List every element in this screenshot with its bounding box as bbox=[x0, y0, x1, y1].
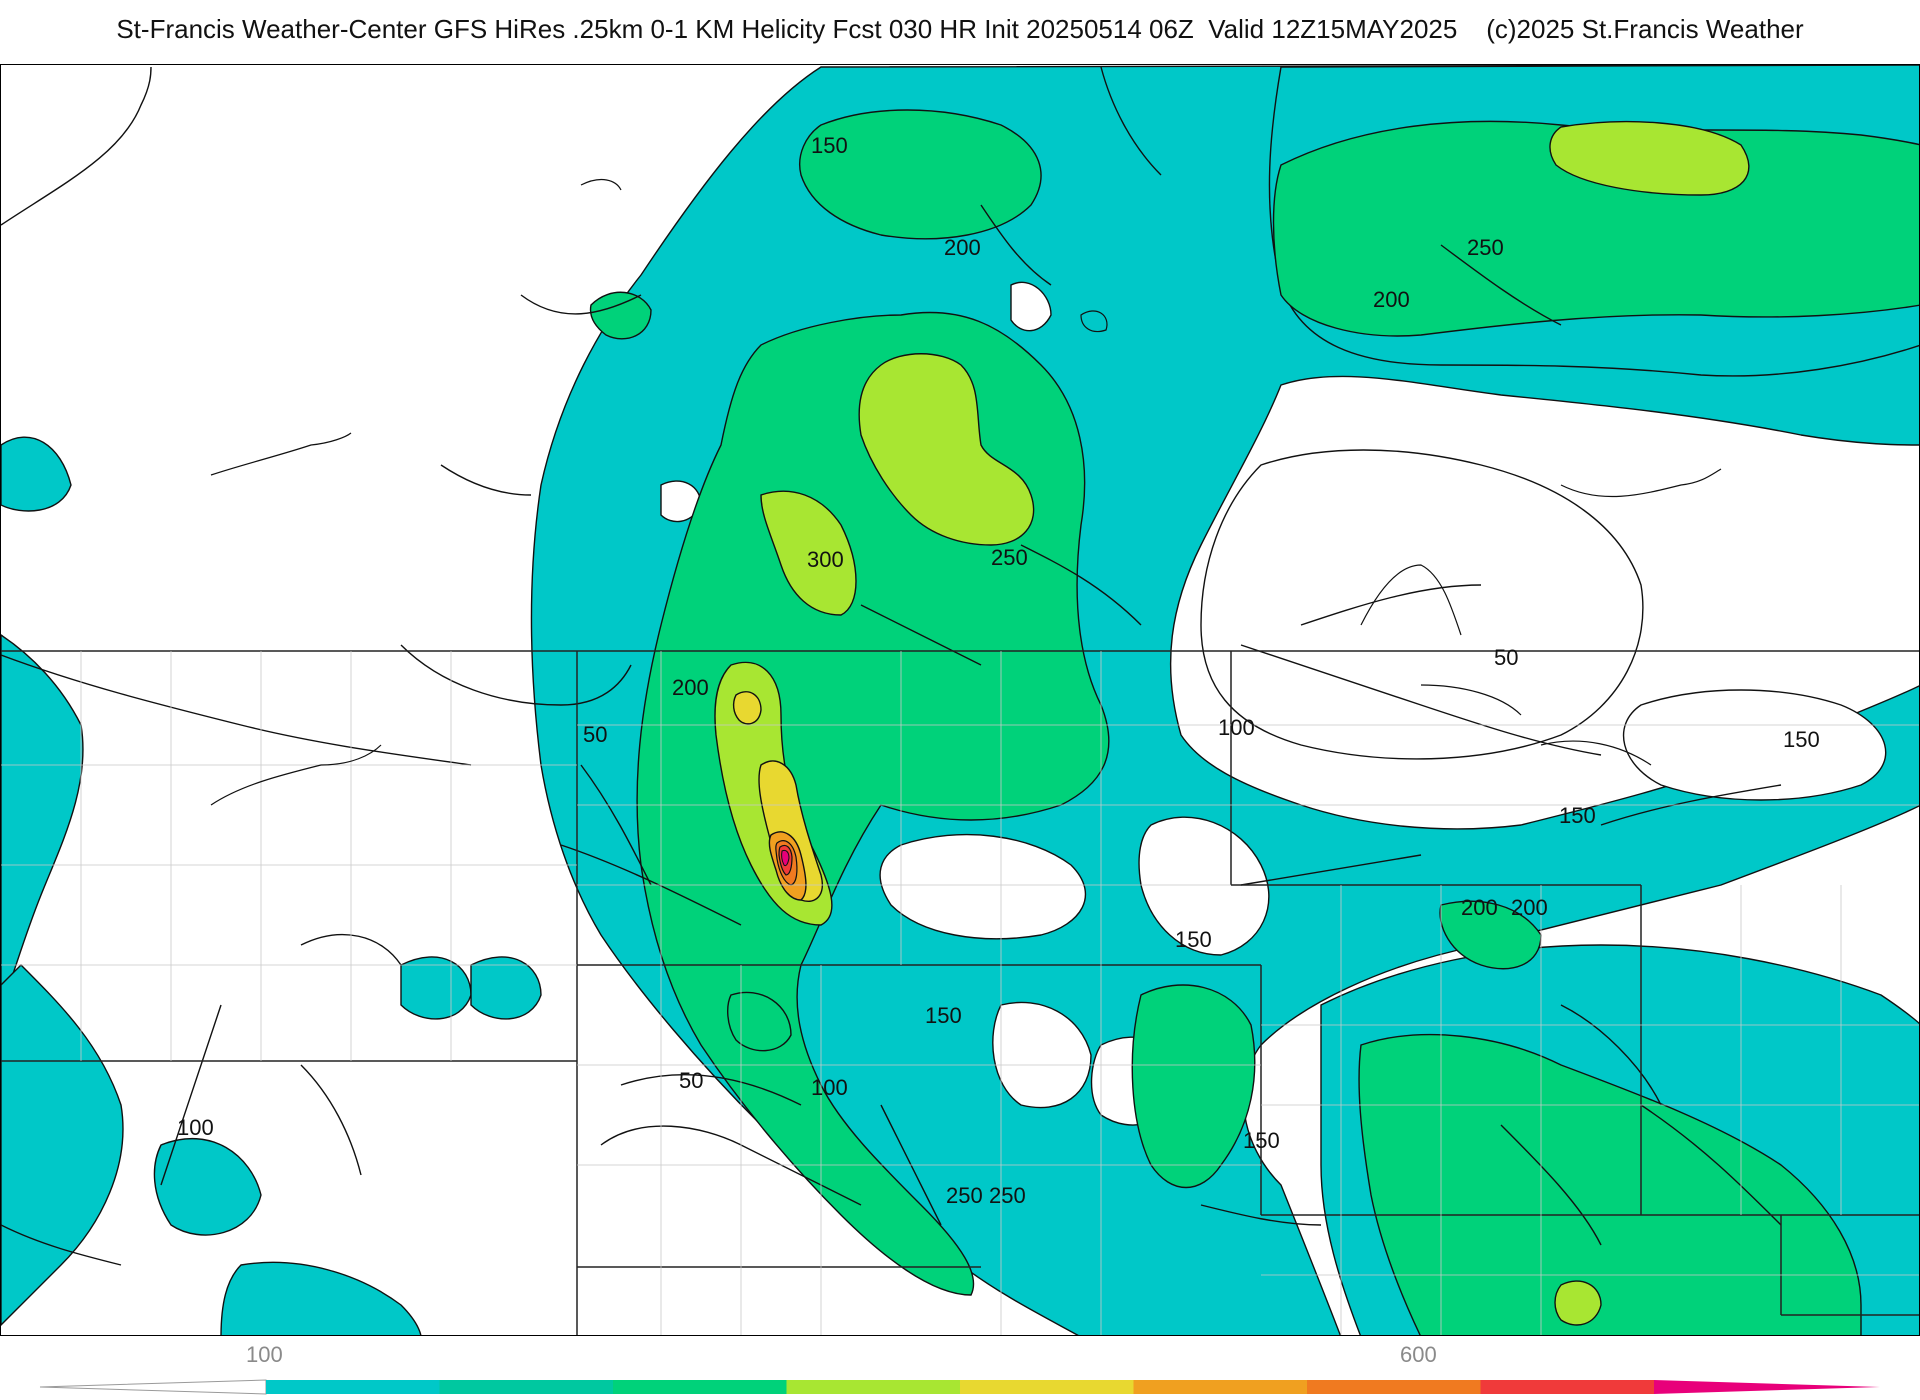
legend-color-swatch bbox=[613, 1380, 787, 1394]
band-200 bbox=[589, 109, 1919, 1335]
water-features bbox=[210, 178, 1722, 806]
contour-label: 100 bbox=[811, 1075, 848, 1100]
contour-label: 50 bbox=[679, 1068, 703, 1093]
band-100-holes bbox=[660, 281, 1887, 1126]
contour-label: 150 bbox=[1243, 1128, 1280, 1153]
contour-label: 150 bbox=[925, 1003, 962, 1028]
map-panel: 150 200 250 300 250 200 200 50 100 150 1… bbox=[0, 64, 1920, 1336]
legend-bar bbox=[39, 1379, 1880, 1395]
contour-labels: 150 200 250 300 250 200 200 50 100 150 1… bbox=[177, 133, 1820, 1208]
contour-label: 250 bbox=[1467, 235, 1504, 260]
legend-low-arrow bbox=[39, 1379, 267, 1395]
state-borders bbox=[1, 650, 1919, 1335]
color-scale-legend: 100 600 bbox=[0, 1340, 1920, 1400]
contour-label: 200 bbox=[1461, 895, 1498, 920]
contour-label: 200 bbox=[944, 235, 981, 260]
contour-label: 100 bbox=[1218, 715, 1255, 740]
contour-label: 100 bbox=[177, 1115, 214, 1140]
band-800 bbox=[781, 849, 790, 867]
contour-label: 150 bbox=[1783, 727, 1820, 752]
map-title: St-Francis Weather-Center GFS HiRes .25k… bbox=[116, 14, 1804, 44]
legend-color-swatch bbox=[786, 1380, 961, 1394]
legend-color-swatch bbox=[960, 1380, 1134, 1394]
contour-label: 150 bbox=[1175, 927, 1212, 952]
contour-label: 50 bbox=[1494, 645, 1518, 670]
helicity-map: 150 200 250 300 250 200 200 50 100 150 1… bbox=[1, 65, 1919, 1335]
contour-label: 200 bbox=[1511, 895, 1548, 920]
legend-color-swatch bbox=[1307, 1380, 1481, 1394]
legend-high-arrow bbox=[1654, 1380, 1880, 1394]
contour-label: 150 bbox=[811, 133, 848, 158]
legend-color-swatch bbox=[439, 1380, 614, 1394]
contour-label: 250 bbox=[989, 1183, 1026, 1208]
contour-label: 50 bbox=[583, 722, 607, 747]
contour-label: 250 bbox=[946, 1183, 983, 1208]
band-400 bbox=[732, 691, 823, 902]
contour-label: 200 bbox=[672, 675, 709, 700]
legend-segments bbox=[39, 1379, 1880, 1395]
helicity-contours bbox=[1, 66, 1782, 1266]
legend-tick-label: 600 bbox=[1400, 1342, 1437, 1367]
legend-color-swatch bbox=[266, 1380, 440, 1394]
contour-label: 150 bbox=[1559, 803, 1596, 828]
legend-tick-label: 100 bbox=[246, 1342, 283, 1367]
contour-label: 300 bbox=[807, 547, 844, 572]
legend-color-swatch bbox=[1133, 1380, 1308, 1394]
contour-label: 200 bbox=[1373, 287, 1410, 312]
contour-label: 250 bbox=[991, 545, 1028, 570]
legend-color-swatch bbox=[1480, 1380, 1655, 1394]
county-lines bbox=[1, 651, 1919, 1335]
